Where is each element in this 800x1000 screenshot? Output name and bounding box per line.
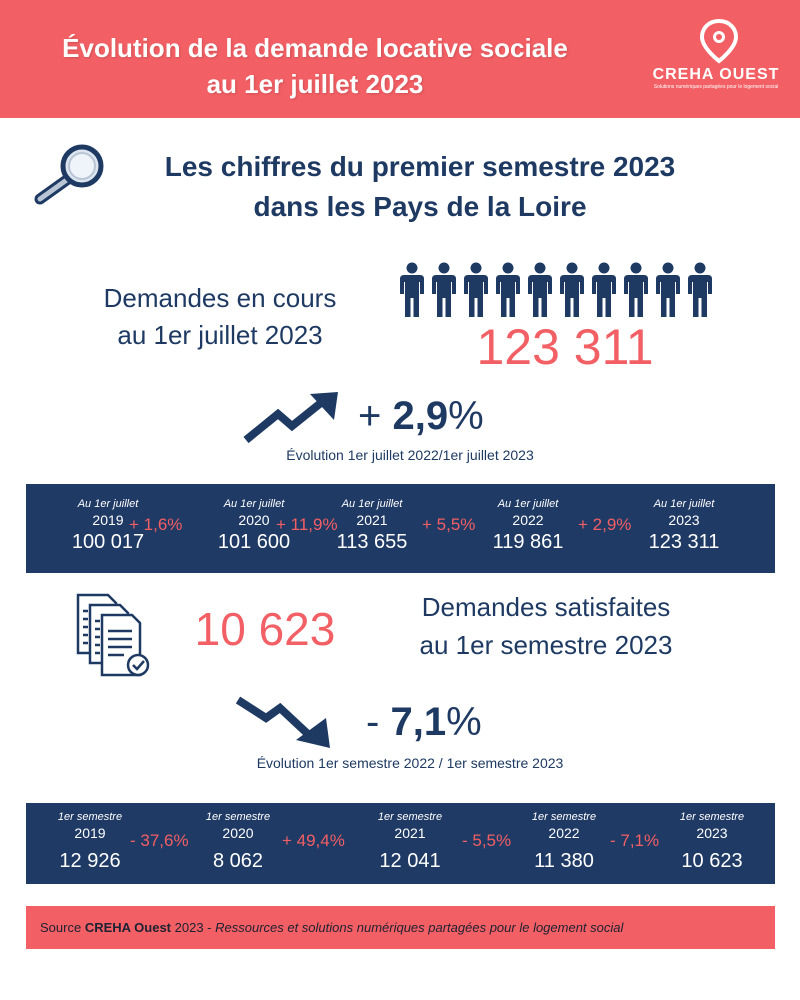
year-label: 2019 xyxy=(74,825,106,841)
evolution-value: 2,9 xyxy=(392,394,449,438)
year-value: 100 017 xyxy=(71,531,145,553)
period-label: Au 1er juillet xyxy=(341,498,403,510)
evolution-value: 7,1 xyxy=(390,700,447,744)
change-2021-2022: + 5,5% xyxy=(422,515,476,534)
year-label: 2023 xyxy=(696,825,728,841)
footer-description: Ressources et solutions numériques parta… xyxy=(215,920,624,935)
change-2022-2023: - 7,1% xyxy=(610,831,660,850)
change-2021-2022: - 5,5% xyxy=(462,831,512,850)
demandes-en-cours-label-line2: au 1er juillet 2023 xyxy=(117,320,323,350)
demandes-evolution: + 2,9% xyxy=(358,394,484,439)
trend-down-arrow-icon xyxy=(235,696,330,748)
period-label: Au 1er juillet xyxy=(223,498,285,510)
page-title: Évolution de la demande locative sociale… xyxy=(0,30,630,102)
footer-year: 2023 - xyxy=(171,920,216,935)
footer-org: CREHA Ouest xyxy=(84,920,172,935)
source-footer: Source CREHA Ouest 2023 - Ressources et … xyxy=(26,906,775,949)
satisfaites-evolution: - 7,1% xyxy=(366,700,482,745)
yearly-table: Au 1er juillet 2019 100 017 + 1,6% Au 1e… xyxy=(26,484,775,573)
people-icons xyxy=(398,262,720,318)
period-label: 1er semestre xyxy=(57,811,123,823)
yearly-col-2020: Au 1er juillet 2020 101 600 xyxy=(194,498,314,554)
person-icon xyxy=(496,262,520,317)
semester-col-2023: 1er semestre 2023 10 623 xyxy=(652,811,772,873)
year-value: 11 380 xyxy=(534,850,594,872)
logo-name: CREHA OUEST xyxy=(652,66,780,83)
period-label: 1er semestre xyxy=(531,811,597,823)
year-value: 123 311 xyxy=(648,531,720,553)
person-icon xyxy=(400,262,424,317)
period-label: Au 1er juillet xyxy=(77,498,139,510)
yearly-col-2019: Au 1er juillet 2019 100 017 xyxy=(48,498,168,554)
year-value: 12 926 xyxy=(59,850,121,872)
page-title-line2: au 1er juillet 2023 xyxy=(206,69,424,99)
period-label: 1er semestre xyxy=(679,811,745,823)
semester-col-2021: 1er semestre 2021 12 041 xyxy=(350,811,470,873)
period-label: Au 1er juillet xyxy=(497,498,559,510)
demandes-evolution-label: Évolution 1er juillet 2022/1er juillet 2… xyxy=(286,447,534,463)
demandes-satisfaites-label-line2: au 1er semestre 2023 xyxy=(419,630,673,660)
year-value: 12 041 xyxy=(379,850,441,872)
change-2020-2021: + 49,4% xyxy=(282,831,345,850)
yearly-col-2023: Au 1er juillet 2023 123 311 xyxy=(624,498,744,554)
satisfaites-evolution-label: Évolution 1er semestre 2022 / 1er semest… xyxy=(256,755,564,771)
person-icon xyxy=(688,262,712,317)
footer-prefix: Source xyxy=(40,920,85,935)
page-title-line1: Évolution de la demande locative sociale xyxy=(62,33,568,63)
period-label: 1er semestre xyxy=(205,811,271,823)
trend-up-arrow-icon xyxy=(243,392,338,444)
period-label: Au 1er juillet xyxy=(653,498,715,510)
person-icon xyxy=(432,262,456,317)
year-value: 8 062 xyxy=(212,850,264,872)
section-heading-line1: Les chiffres du premier semestre 2023 xyxy=(164,151,676,182)
year-label: 2021 xyxy=(394,825,426,841)
person-icon xyxy=(560,262,584,317)
year-label: 2023 xyxy=(668,512,700,528)
header-banner xyxy=(0,0,800,118)
evolution-unit: % xyxy=(446,700,482,744)
demandes-satisfaites-value: 10 623 xyxy=(194,603,336,655)
demandes-en-cours-label: Demandes en cours au 1er juillet 2023 xyxy=(30,280,410,354)
year-label: 2021 xyxy=(356,512,388,528)
semester-col-2022: 1er semestre 2022 11 380 xyxy=(504,811,624,873)
magnifier-icon xyxy=(34,144,104,205)
documents-icon xyxy=(76,593,150,677)
year-value: 119 861 xyxy=(492,531,564,553)
year-value: 113 655 xyxy=(336,531,408,553)
change-2020-2021: + 11,9% xyxy=(276,515,338,534)
year-label: 2020 xyxy=(238,512,270,528)
logo-tagline: Solutions numériques partagées pour le l… xyxy=(653,84,779,90)
year-label: 2019 xyxy=(92,512,124,528)
change-2022-2023: + 2,9% xyxy=(578,515,632,534)
change-2019-2020: - 37,6% xyxy=(130,831,189,850)
demandes-en-cours-label-line1: Demandes en cours xyxy=(103,283,337,313)
year-value: 10 623 xyxy=(681,850,743,872)
yearly-col-2021: Au 1er juillet 2021 113 655 xyxy=(312,498,432,554)
person-icon xyxy=(656,262,680,317)
semester-col-2020: 1er semestre 2020 8 062 xyxy=(178,811,298,873)
logo-pin-icon xyxy=(699,18,739,64)
demandes-en-cours-value: 123 311 xyxy=(476,319,654,375)
evolution-sign: - xyxy=(366,700,380,744)
year-label: 2020 xyxy=(222,825,254,841)
demandes-satisfaites-label: Demandes satisfaites au 1er semestre 202… xyxy=(366,588,726,664)
person-icon xyxy=(528,262,552,317)
person-icon xyxy=(464,262,488,317)
yearly-col-2022: Au 1er juillet 2022 119 861 xyxy=(468,498,588,554)
section-heading: Les chiffres du premier semestre 2023 da… xyxy=(118,147,722,227)
year-label: 2022 xyxy=(512,512,544,528)
period-label: 1er semestre xyxy=(377,811,443,823)
section-heading-line2: dans les Pays de la Loire xyxy=(253,191,587,222)
person-icon xyxy=(624,262,648,317)
evolution-unit: % xyxy=(448,394,484,438)
semester-col-2019: 1er semestre 2019 12 926 xyxy=(30,811,150,873)
person-icon xyxy=(592,262,616,317)
semester-table: 1er semestre 2019 12 926 - 37,6% 1er sem… xyxy=(26,803,775,884)
change-2019-2020: + 1,6% xyxy=(129,515,183,534)
evolution-sign: + xyxy=(358,394,382,438)
demandes-satisfaites-label-line1: Demandes satisfaites xyxy=(421,592,671,622)
year-label: 2022 xyxy=(548,825,580,841)
year-value: 101 600 xyxy=(217,531,291,553)
